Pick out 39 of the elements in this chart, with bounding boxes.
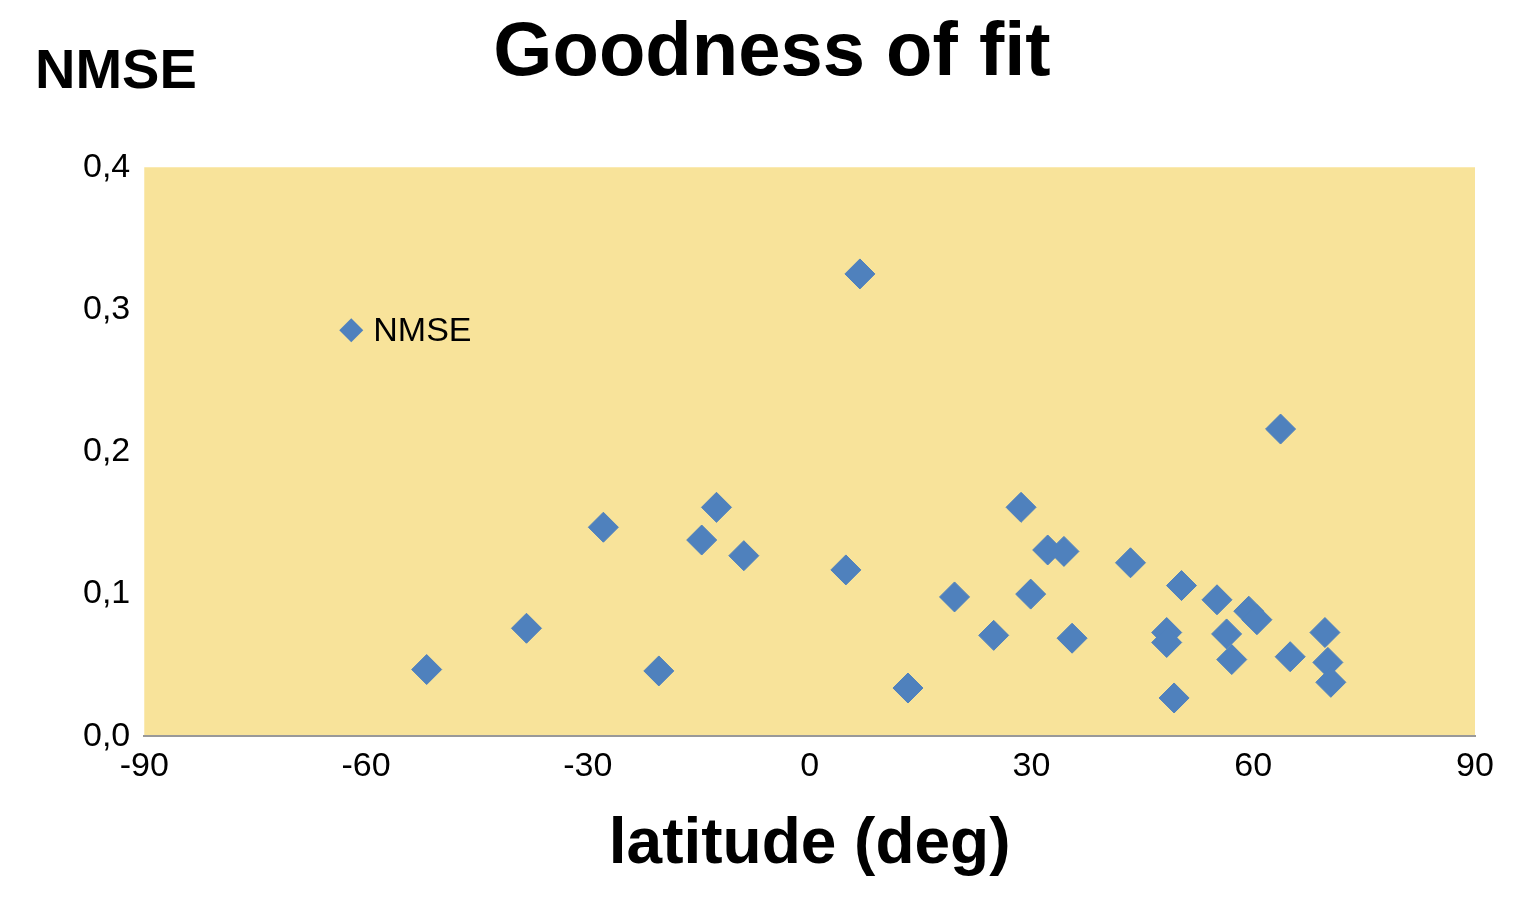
x-axis-title: latitude (deg) (608, 805, 1011, 878)
point (510, 612, 542, 644)
y-tick-label: 0,3 (83, 287, 131, 326)
x-tick-label: -60 (341, 745, 391, 784)
point (1241, 604, 1273, 636)
point (1309, 617, 1341, 649)
point (643, 655, 675, 687)
y-tick-label: 0,2 (83, 430, 131, 469)
point (1166, 570, 1197, 602)
point (1114, 547, 1146, 579)
point (892, 672, 924, 704)
point (700, 491, 732, 523)
point (686, 524, 718, 556)
point (1005, 491, 1037, 523)
point (1216, 644, 1248, 676)
point (587, 511, 619, 543)
point (939, 581, 971, 613)
point (1201, 584, 1233, 616)
x-tick-label: 0 (800, 745, 820, 784)
point (1056, 622, 1088, 654)
point (1211, 618, 1243, 650)
point (830, 554, 862, 586)
point (1274, 641, 1306, 673)
point (1265, 413, 1297, 445)
x-tick-label: 60 (1234, 745, 1273, 784)
point (411, 654, 443, 686)
y-tick-label: 0,4 (83, 145, 131, 184)
point (1158, 682, 1190, 714)
point (978, 619, 1010, 651)
point (1015, 578, 1047, 610)
y-tick-label: 0,1 (83, 572, 131, 611)
x-tick-label: -30 (563, 745, 613, 784)
x-tick-label: 30 (1012, 745, 1051, 784)
y-axis-title: NMSE (35, 37, 197, 100)
x-tick-label: 90 (1456, 745, 1494, 784)
chart-title: Goodness of fit (493, 5, 1051, 91)
point (728, 540, 760, 572)
point (844, 258, 876, 290)
legend-label: NMSE (373, 309, 472, 348)
